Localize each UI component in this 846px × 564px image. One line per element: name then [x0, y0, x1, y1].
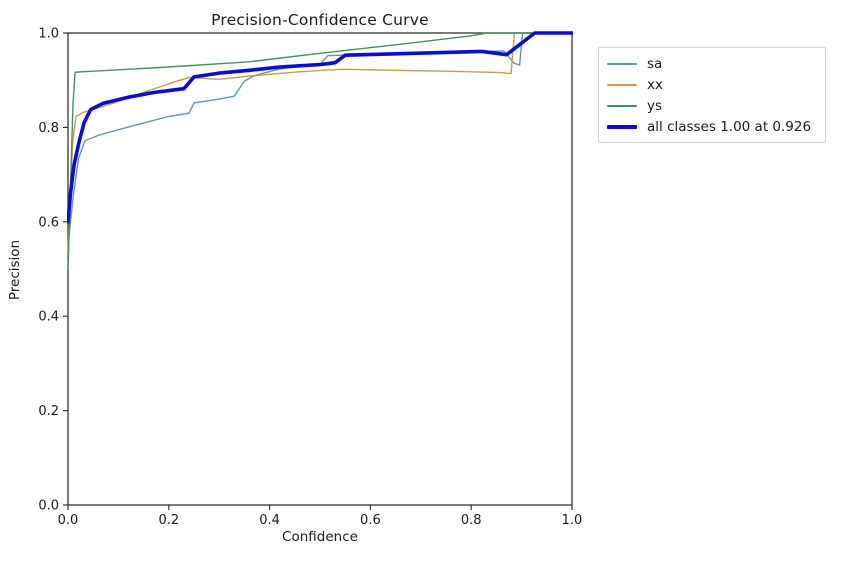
- legend-item: ys: [599, 95, 825, 116]
- legend-label: sa: [647, 55, 663, 72]
- series-line-xx: [67, 32, 573, 256]
- chart-title: Precision-Confidence Curve: [211, 11, 429, 29]
- legend-item: sa: [599, 53, 825, 74]
- legend: sa xx ys all classes 1.00 at 0.926: [598, 47, 826, 143]
- x-tick-label: 0.6: [360, 513, 381, 528]
- x-tick-label: 0.4: [259, 513, 280, 528]
- y-axis-label: Precision: [7, 239, 23, 301]
- series-line-all: [67, 31, 573, 224]
- x-tick-label: 1.0: [562, 513, 583, 528]
- legend-label: ys: [647, 97, 663, 114]
- legend-line-swatch: [607, 124, 637, 129]
- y-tick-label: 0.2: [38, 404, 59, 419]
- x-tick-label: 0.8: [461, 513, 482, 528]
- legend-item: all classes 1.00 at 0.926: [599, 116, 825, 137]
- y-tick-label: 0.0: [38, 499, 59, 514]
- x-tick-label: 0.2: [158, 513, 179, 528]
- y-tick-label: 0.6: [38, 215, 59, 230]
- x-axis-label: Confidence: [282, 529, 358, 545]
- series-line-ys: [67, 32, 573, 270]
- series-line-sa: [67, 32, 573, 247]
- legend-line-swatch: [607, 62, 637, 65]
- plot-area: [67, 32, 573, 506]
- legend-line-swatch: [607, 104, 637, 107]
- legend-line-swatch: [607, 83, 637, 86]
- x-tick-label: 0.0: [58, 513, 79, 528]
- legend-label: all classes 1.00 at 0.926: [647, 118, 812, 135]
- y-tick-label: 0.8: [38, 121, 59, 136]
- y-tick-label: 1.0: [38, 27, 59, 42]
- y-tick-label: 0.4: [38, 310, 59, 325]
- legend-item: xx: [599, 74, 825, 95]
- legend-label: xx: [647, 76, 663, 93]
